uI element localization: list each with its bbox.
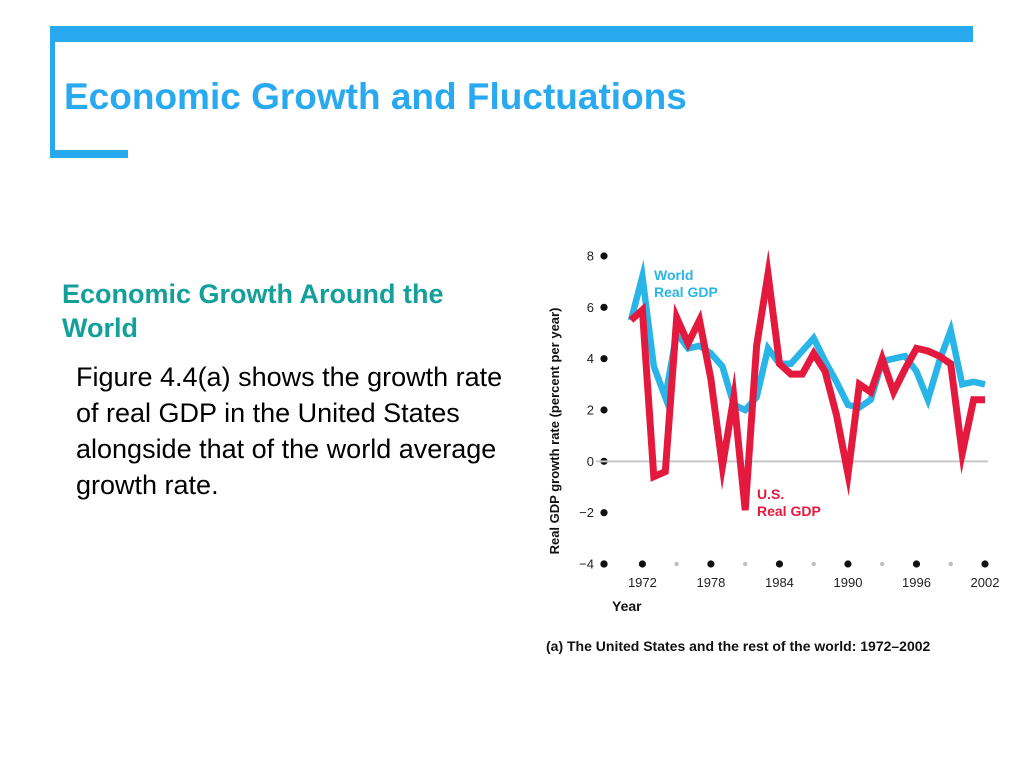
y-tick-dot [600, 252, 608, 260]
y-axis-ticks: −4 −2 0 2 4 6 8 [579, 249, 608, 572]
x-tick-label: 1978 [696, 575, 725, 590]
y-tick-dot [600, 303, 608, 311]
chart-caption: (a) The United States and the rest of th… [546, 638, 931, 654]
x-minor-tick-dot [948, 561, 953, 567]
world-gdp-line [627, 259, 986, 414]
world-series-label: Real GDP [654, 284, 718, 300]
title-accent-underline [50, 150, 128, 158]
y-tick-label: 6 [587, 300, 594, 315]
y-tick-label: −4 [579, 557, 594, 572]
x-tick-dot [981, 560, 989, 568]
y-tick-label: 0 [587, 454, 594, 469]
us-series-label: Real GDP [757, 503, 821, 519]
x-tick-label: 1996 [902, 575, 931, 590]
x-tick-dot [775, 560, 784, 568]
x-origin-dot [600, 560, 608, 568]
title-accent-side-bar [50, 26, 55, 158]
x-tick-dot [844, 560, 852, 568]
us-gdp-line [628, 249, 985, 511]
gdp-growth-chart: −4 −2 0 2 4 6 8 1972 1978 1984 1990 1996 2002 World… [546, 249, 999, 655]
x-axis-ticks: 1972 1978 1984 1990 1996 2002 [600, 560, 999, 590]
x-tick-label: 2002 [971, 575, 1000, 590]
body-paragraph: Figure 4.4(a) shows the growth rate of r… [76, 362, 503, 500]
x-tick-label: 1972 [628, 575, 657, 590]
slide-title: Economic Growth and Fluctuations [64, 76, 687, 117]
y-axis-label: Real GDP growth rate (percent per year) [547, 308, 562, 555]
x-tick-dot [707, 560, 715, 568]
x-tick-dot [912, 560, 921, 568]
y-tick-label: 4 [587, 351, 594, 366]
x-tick-label: 1990 [834, 575, 863, 590]
x-minor-tick-dot [811, 561, 816, 567]
y-tick-dot [600, 509, 608, 517]
us-series-label: U.S. [757, 486, 784, 502]
series-lines [627, 249, 986, 511]
y-tick-label: 8 [587, 249, 594, 264]
section-subheading: Economic Growth Around the World [62, 279, 444, 343]
x-minor-tick-dot [742, 561, 748, 567]
y-tick-label: 2 [587, 403, 594, 418]
x-tick-label: 1984 [765, 575, 794, 590]
y-tick-dot [600, 406, 608, 414]
title-accent-bar [50, 26, 973, 42]
x-minor-tick-dot [880, 561, 885, 567]
y-tick-label: −2 [579, 505, 594, 520]
y-tick-dot [600, 355, 608, 363]
world-series-label: World [654, 267, 693, 283]
x-minor-tick-dot [674, 561, 679, 567]
x-tick-dot [638, 560, 647, 568]
x-axis-label: Year [612, 598, 642, 614]
